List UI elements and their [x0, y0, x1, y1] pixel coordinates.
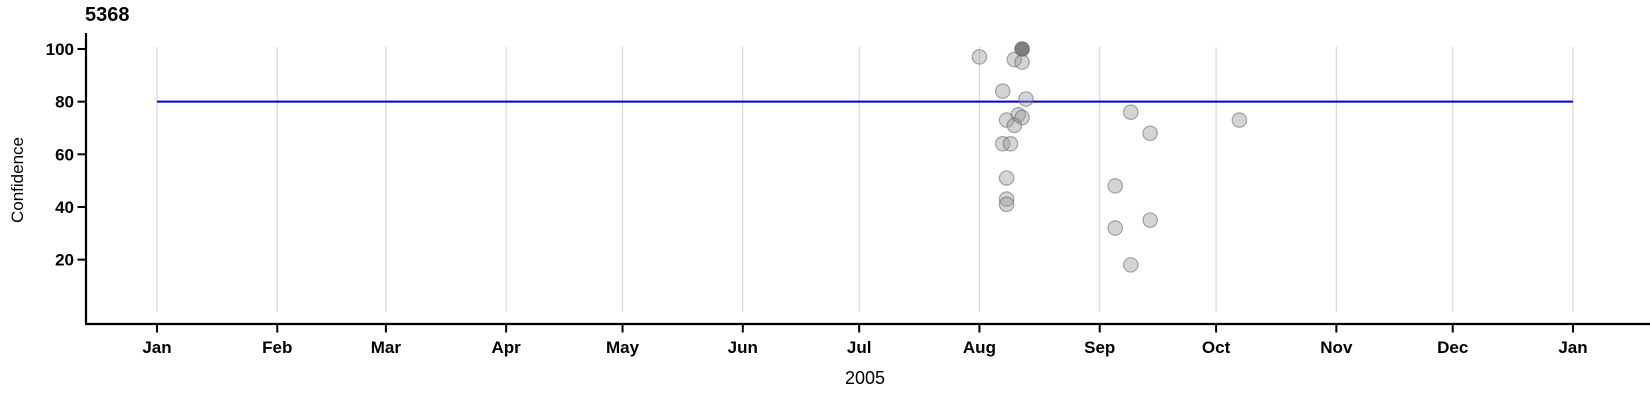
data-point	[1006, 117, 1023, 134]
y-tick-label: 100	[46, 40, 74, 59]
data-point	[1142, 212, 1158, 228]
y-tick-labels: 20 40 60 80 100	[46, 40, 74, 270]
x-tick-label: Oct	[1202, 338, 1231, 357]
x-tick-label: Sep	[1084, 338, 1115, 357]
x-tick-label: Aug	[963, 338, 996, 357]
axis-ticks	[77, 48, 1574, 333]
y-tick-label: 60	[55, 145, 74, 164]
y-tick-label: 80	[55, 93, 74, 112]
data-point	[998, 170, 1015, 186]
data-point	[998, 191, 1015, 207]
month-gridlines	[156, 47, 1574, 312]
chart-title: 5368	[85, 4, 130, 26]
x-tick-label: Jan	[142, 338, 171, 357]
x-tick-label: Dec	[1437, 338, 1468, 357]
data-point	[998, 112, 1015, 128]
data-point	[1002, 135, 1019, 152]
x-tick-label: Jun	[728, 338, 758, 357]
data-point	[994, 83, 1011, 99]
data-point	[1018, 91, 1034, 107]
x-tick-label: Nov	[1320, 338, 1353, 357]
data-point	[1122, 257, 1139, 273]
data-point	[1014, 54, 1030, 70]
y-tick-label: 20	[55, 251, 74, 270]
data-point	[1231, 112, 1248, 128]
x-tick-label: Apr	[492, 338, 522, 357]
x-axis-label: 2005	[844, 368, 886, 388]
axis-lines	[84, 33, 1650, 326]
data-point	[998, 196, 1015, 213]
data-point	[1107, 178, 1124, 194]
x-tick-label: Mar	[371, 338, 402, 357]
data-point	[1142, 125, 1158, 142]
x-tick-label: Jan	[1558, 338, 1587, 357]
x-tick-labels: Jan Feb Mar Apr May Jun Jul Aug Sep Oct Nov Dec Jan	[142, 338, 1587, 357]
data-point	[971, 49, 988, 65]
x-tick-label: May	[606, 338, 640, 357]
x-tick-label: Feb	[262, 338, 292, 357]
y-tick-label: 40	[55, 198, 74, 217]
scatter-points	[971, 41, 1248, 273]
data-point	[1014, 41, 1030, 57]
data-point	[1122, 104, 1139, 120]
x-tick-label: Jul	[847, 338, 872, 357]
data-point	[1107, 220, 1124, 236]
